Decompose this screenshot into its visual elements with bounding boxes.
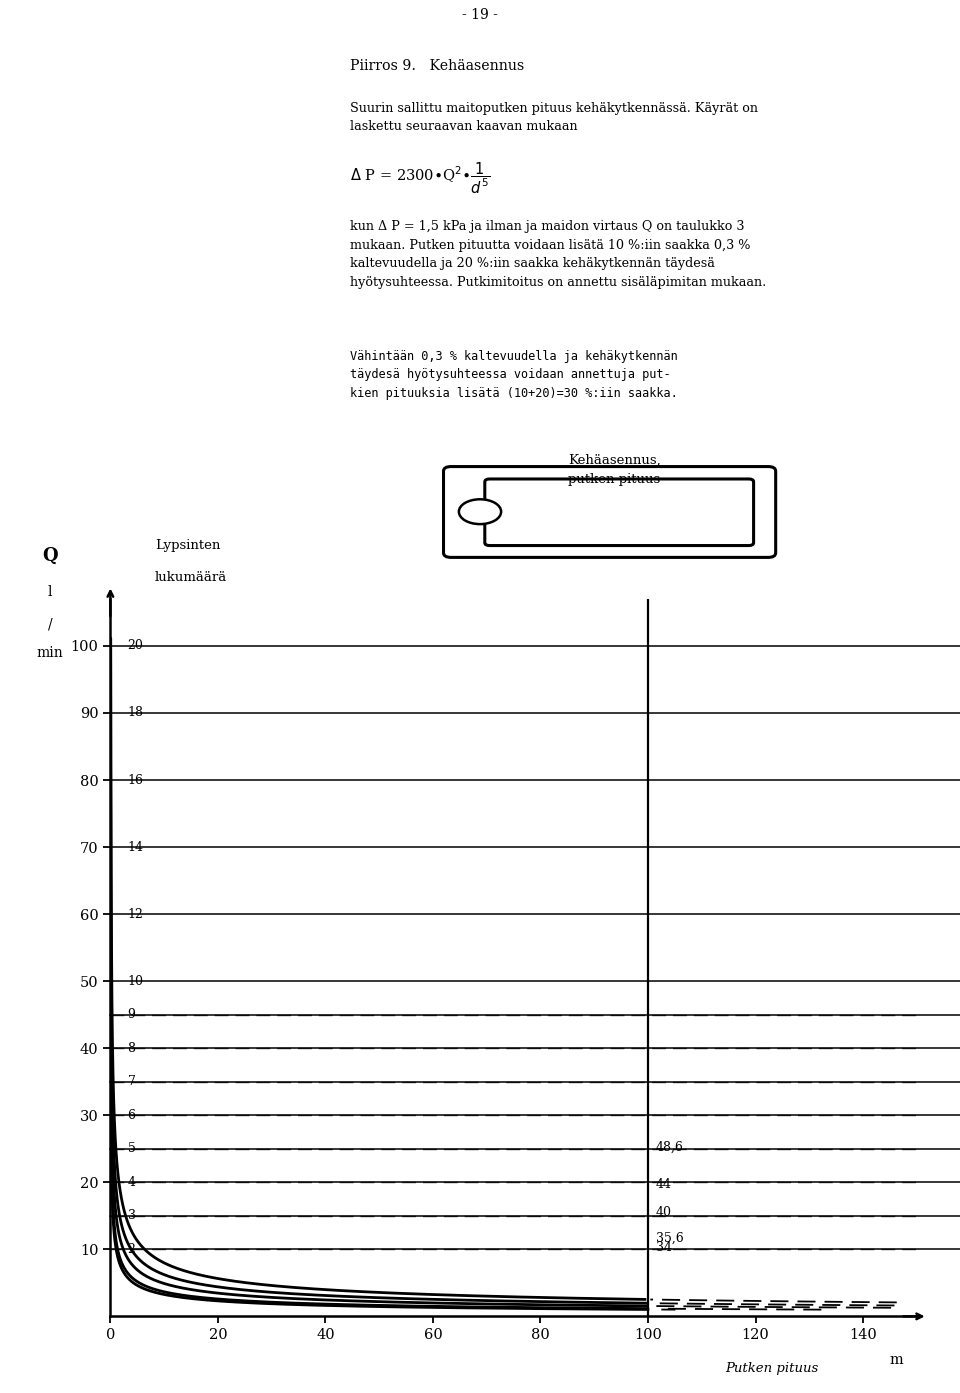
Text: 48,6: 48,6 <box>656 1141 684 1153</box>
Text: Q: Q <box>42 547 58 566</box>
Text: 4: 4 <box>128 1176 135 1188</box>
Text: 7: 7 <box>128 1075 135 1088</box>
Text: 3: 3 <box>128 1209 135 1222</box>
Text: 35,6: 35,6 <box>656 1233 684 1245</box>
Text: lukumäärä: lukumäärä <box>155 571 227 584</box>
Text: 12: 12 <box>128 908 143 921</box>
Text: Vähintään 0,3 % kaltevuudella ja kehäkytkennän
täydesä hyötysuhteessa voidaan an: Vähintään 0,3 % kaltevuudella ja kehäkyt… <box>350 350 678 400</box>
Text: 8: 8 <box>128 1042 135 1055</box>
Text: l: l <box>48 585 52 599</box>
Circle shape <box>459 499 501 524</box>
Text: 18: 18 <box>128 706 144 719</box>
Text: /: / <box>48 617 52 631</box>
Text: Piirros 9.   Kehäasennus: Piirros 9. Kehäasennus <box>350 60 525 74</box>
Text: m: m <box>890 1353 903 1368</box>
Text: - 19 -: - 19 - <box>462 8 498 22</box>
Text: 20: 20 <box>128 639 143 652</box>
Text: 44: 44 <box>656 1178 672 1191</box>
Text: 34: 34 <box>656 1241 672 1254</box>
Text: 2: 2 <box>128 1243 135 1256</box>
Text: 9: 9 <box>128 1009 135 1021</box>
FancyBboxPatch shape <box>444 467 776 557</box>
Text: 16: 16 <box>128 773 144 787</box>
Text: Putken pituus: Putken pituus <box>725 1361 818 1375</box>
Text: kun Δ P = 1,5 kPa ja ilman ja maidon virtaus Q on taulukko 3
mukaan. Putken pitu: kun Δ P = 1,5 kPa ja ilman ja maidon vir… <box>350 220 767 288</box>
Text: 6: 6 <box>128 1109 135 1121</box>
Text: Kehäasennus,
putken pituus: Kehäasennus, putken pituus <box>568 454 660 486</box>
Text: 14: 14 <box>128 840 144 854</box>
Text: Lypsinten: Lypsinten <box>155 539 220 552</box>
Text: 40: 40 <box>656 1206 672 1219</box>
Text: 5: 5 <box>128 1142 135 1155</box>
Text: 10: 10 <box>128 975 144 988</box>
Text: $\Delta$ P = 2300$\bullet$Q$^{2}$$\bullet$$\dfrac{1}{d^{5}}$: $\Delta$ P = 2300$\bullet$Q$^{2}$$\bulle… <box>350 160 491 196</box>
Text: Suurin sallittu maitoputken pituus kehäkytkennässä. Käyrät on
laskettu seuraavan: Suurin sallittu maitoputken pituus kehäk… <box>350 102 758 134</box>
FancyBboxPatch shape <box>485 479 754 546</box>
Text: min: min <box>36 646 63 660</box>
